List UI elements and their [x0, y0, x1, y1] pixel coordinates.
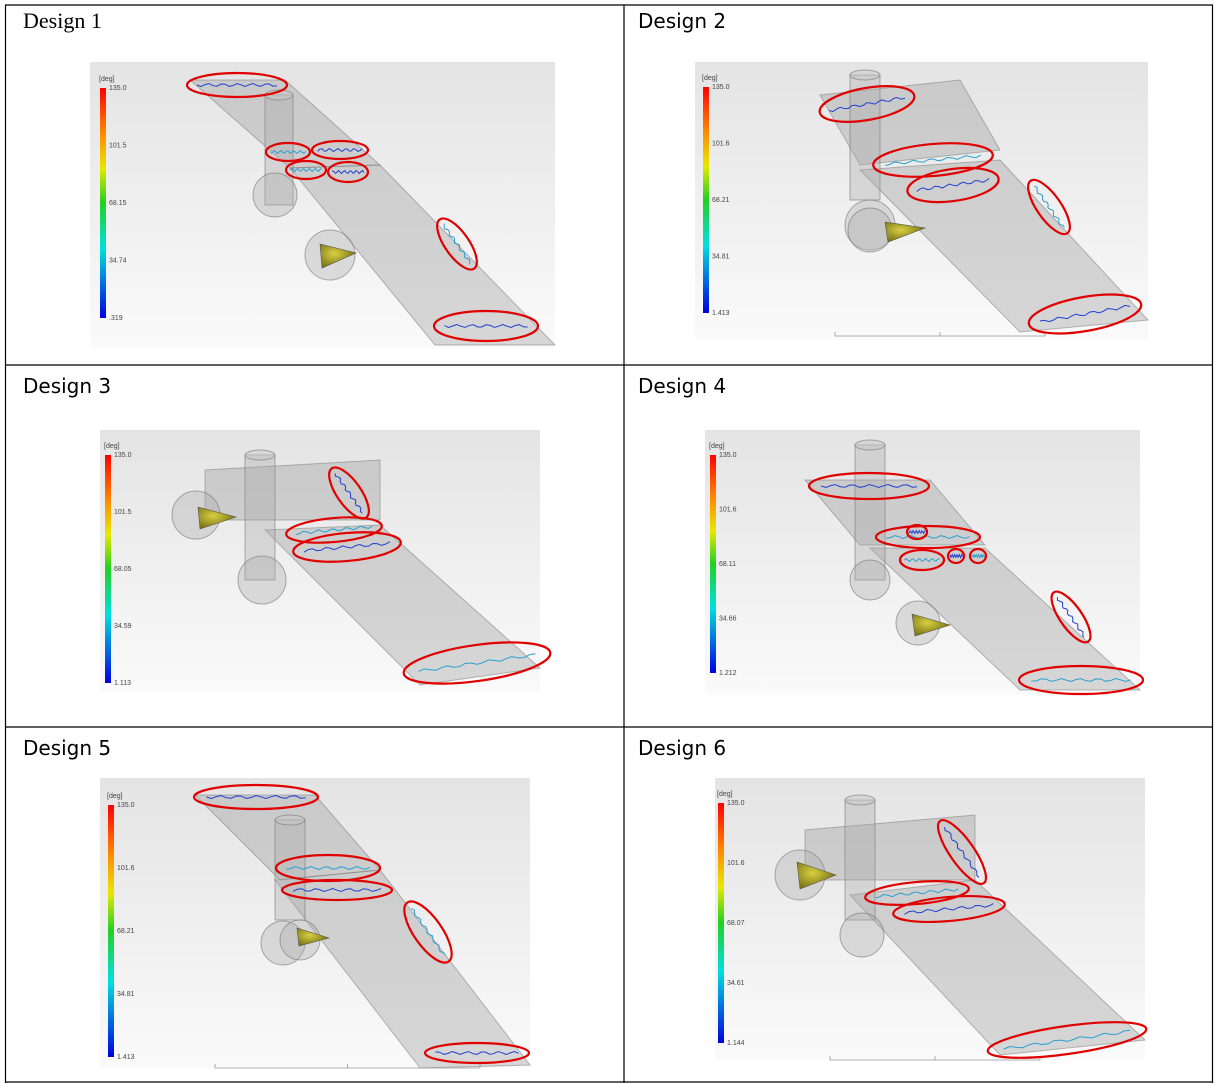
colorbar-label: 135.0	[712, 84, 730, 91]
colorbar-unit: [deg]	[702, 75, 718, 82]
simulation-image: [deg] 135.0 101.6 68.21 34.81 1.413	[695, 62, 1148, 341]
colorbar-label: .319	[109, 315, 123, 322]
cylinder-top	[855, 440, 885, 450]
cylinder	[275, 820, 305, 920]
design-cell: Design 2 [deg] 135.0 101.6 68.21 34.81 1.413	[638, 9, 1148, 341]
colorbar-label: 34.81	[712, 253, 730, 260]
colorbar-label: 101.5	[109, 142, 127, 149]
design-cell: Design 3 [deg] 135.0 101.5 68.05 34.59 1.113	[23, 374, 553, 692]
colorbar-unit: [deg]	[717, 791, 733, 798]
colorbar-label: 68.07	[727, 920, 745, 927]
design-cell: Design 5 [deg] 135.0 101.6 68.21 34.81 1.413	[23, 736, 530, 1068]
design-cell: Design 1 [deg] 135.0 101.5 68.15 34.74 .319	[23, 8, 555, 348]
cells: Design 1[deg]135.0101.568.1534.74.319Des…	[23, 8, 1148, 1068]
simulation-image: [deg] 135.0 101.6 68.21 34.81 1.413	[100, 778, 530, 1068]
cell-title: Design 5	[23, 736, 111, 760]
inlet	[848, 208, 892, 252]
colorbar	[710, 455, 716, 673]
colorbar-label: 135.0	[109, 85, 127, 92]
colorbar	[703, 87, 709, 313]
plate	[205, 460, 380, 520]
cell-title: Design 2	[638, 9, 726, 33]
colorbar-label: 68.21	[712, 197, 730, 204]
page: Design 1[deg]135.0101.568.1534.74.319Des…	[0, 0, 1215, 1083]
design-cell: Design 6 [deg] 135.0 101.6 68.07 34.61 1.144	[638, 736, 1148, 1065]
simulation-image: [deg] 135.0 101.5 68.15 34.74 .319	[90, 62, 555, 348]
simulation-image: [deg] 135.0 101.6 68.11 34.66 1.212	[705, 430, 1143, 695]
sphere	[253, 173, 297, 217]
colorbar-label: 68.11	[719, 561, 736, 568]
colorbar-label: 101.5	[114, 509, 132, 516]
design-cell: Design 4 [deg] 135.0 101.6 68.11 34.66 1.212	[638, 374, 1143, 695]
colorbar-label: 1.413	[117, 1054, 135, 1061]
colorbar-unit: [deg]	[104, 443, 120, 450]
colorbar-label: 135.0	[117, 802, 135, 809]
colorbar-label: 1.212	[719, 670, 737, 677]
colorbar	[718, 803, 724, 1043]
colorbar-label: 135.0	[719, 452, 737, 459]
cylinder-top	[845, 795, 875, 805]
colorbar-label: 1.113	[114, 680, 131, 687]
colorbar	[100, 88, 106, 318]
colorbar-label: 101.6	[719, 506, 737, 513]
cylinder-top	[850, 70, 880, 80]
cylinder-top	[275, 815, 305, 825]
colorbar-label: 68.05	[114, 566, 132, 573]
cell-title: Design 3	[23, 374, 111, 398]
colorbar-label: 34.81	[117, 991, 135, 998]
colorbar-label: 1.144	[727, 1040, 745, 1047]
sphere	[238, 556, 286, 604]
colorbar-label: 34.61	[727, 980, 745, 987]
colorbar-label: 68.15	[109, 200, 127, 207]
cylinder-top	[245, 450, 275, 460]
colorbar-label: 101.6	[727, 860, 745, 867]
colorbar-label: 135.0	[114, 452, 132, 459]
colorbar	[105, 455, 111, 683]
colorbar-label: 101.6	[117, 865, 135, 872]
cell-title: Design 1	[23, 8, 102, 33]
colorbar-label: 101.6	[712, 140, 730, 147]
colorbar-unit: [deg]	[99, 76, 115, 83]
cell-title: Design 4	[638, 374, 726, 398]
colorbar-label: 135.0	[727, 800, 745, 807]
colorbar-unit: [deg]	[107, 793, 123, 800]
cell-title: Design 6	[638, 736, 726, 760]
sphere	[850, 560, 890, 600]
colorbar-label: 34.59	[114, 623, 132, 630]
cylinder	[850, 75, 880, 200]
colorbar-label: 34.66	[719, 615, 737, 622]
colorbar-label: 34.74	[109, 257, 127, 264]
sphere	[840, 913, 884, 957]
colorbar-unit: [deg]	[709, 443, 725, 450]
colorbar	[108, 805, 114, 1057]
simulation-image: [deg] 135.0 101.6 68.07 34.61 1.144	[715, 778, 1148, 1065]
colorbar-label: 68.21	[117, 928, 135, 935]
simulation-image: [deg] 135.0 101.5 68.05 34.59 1.113	[100, 430, 553, 692]
colorbar-label: 1.413	[712, 310, 730, 317]
